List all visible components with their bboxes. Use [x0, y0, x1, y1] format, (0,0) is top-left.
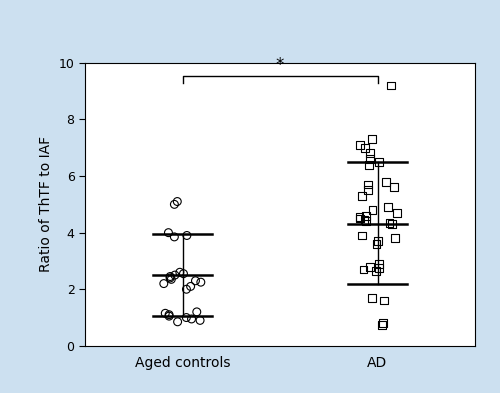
- Point: [196, 317, 204, 323]
- Point: [174, 319, 182, 325]
- Y-axis label: Ratio of ThTF to IAF: Ratio of ThTF to IAF: [39, 136, 53, 272]
- Point: [182, 314, 190, 321]
- Point: [375, 265, 383, 271]
- Point: [186, 283, 194, 290]
- Point: [188, 316, 196, 322]
- Point: [360, 266, 368, 273]
- Point: [375, 261, 383, 267]
- Point: [379, 320, 387, 326]
- Point: [361, 145, 369, 151]
- Point: [366, 156, 374, 162]
- Point: [366, 150, 374, 156]
- Point: [384, 204, 392, 210]
- Point: [362, 213, 370, 219]
- Point: [374, 159, 382, 165]
- Point: [165, 313, 173, 319]
- Text: *: *: [276, 56, 284, 74]
- Point: [176, 269, 184, 275]
- Point: [162, 310, 170, 316]
- Point: [170, 234, 178, 240]
- Point: [192, 277, 200, 284]
- Point: [393, 210, 401, 216]
- Point: [183, 232, 191, 239]
- Point: [380, 298, 388, 304]
- Point: [364, 187, 372, 193]
- Point: [364, 182, 372, 188]
- Point: [174, 198, 182, 205]
- Point: [356, 215, 364, 222]
- Point: [368, 207, 376, 213]
- Point: [180, 270, 188, 277]
- Point: [360, 217, 368, 223]
- Point: [193, 309, 201, 315]
- Point: [197, 279, 205, 285]
- Point: [358, 232, 366, 239]
- Point: [165, 312, 173, 318]
- Point: [164, 230, 172, 236]
- Point: [378, 321, 386, 328]
- Point: [356, 214, 364, 220]
- Point: [390, 184, 398, 191]
- Point: [170, 201, 178, 208]
- Point: [366, 263, 374, 270]
- Point: [391, 235, 399, 241]
- Point: [372, 241, 380, 247]
- Point: [387, 83, 395, 89]
- Point: [368, 136, 376, 142]
- Point: [166, 274, 174, 280]
- Point: [182, 286, 190, 292]
- Point: [374, 238, 382, 244]
- Point: [160, 281, 168, 287]
- Point: [166, 275, 174, 281]
- Point: [382, 178, 390, 185]
- Point: [168, 276, 175, 283]
- Point: [372, 268, 380, 274]
- Point: [388, 221, 396, 227]
- Point: [362, 218, 370, 224]
- Point: [171, 272, 179, 278]
- Point: [364, 162, 372, 168]
- Point: [386, 220, 394, 226]
- Point: [358, 193, 366, 199]
- Point: [356, 142, 364, 148]
- Point: [368, 295, 376, 301]
